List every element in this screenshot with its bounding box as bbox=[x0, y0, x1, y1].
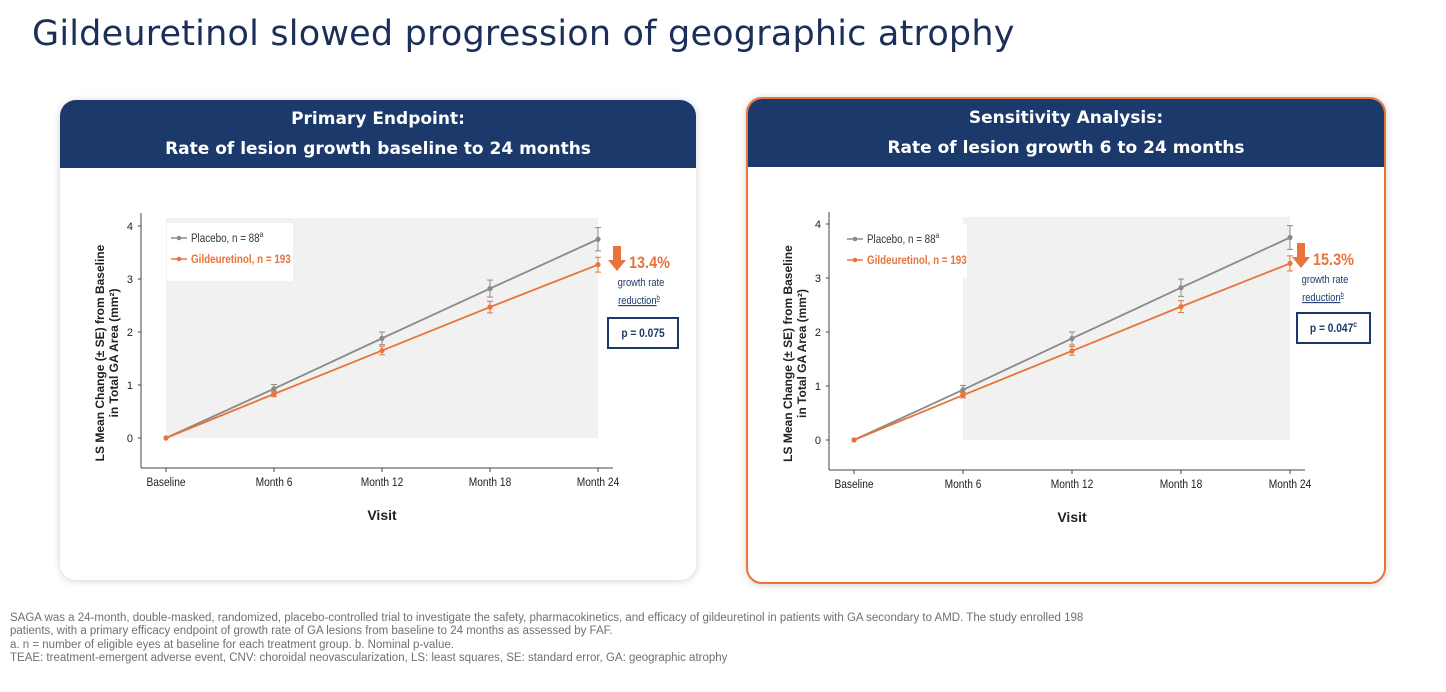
primary-endpoint-panel: Primary Endpoint: Rate of lesion growth … bbox=[60, 100, 696, 580]
data-point bbox=[851, 437, 857, 443]
data-point bbox=[487, 285, 493, 292]
panel-header: Primary Endpoint: Rate of lesion growth … bbox=[60, 100, 696, 168]
data-point bbox=[163, 435, 169, 441]
down-arrow-icon bbox=[1292, 243, 1310, 268]
p-value-text: p = 0.047c bbox=[1310, 319, 1357, 335]
x-tick-label: Month 24 bbox=[577, 476, 619, 489]
data-point bbox=[1178, 285, 1184, 291]
footnote-line: SAGA was a 24-month, double-masked, rand… bbox=[10, 612, 1084, 624]
y-tick-label: 2 bbox=[127, 327, 133, 339]
data-point bbox=[595, 262, 601, 268]
data-point bbox=[1069, 348, 1075, 354]
legend-box bbox=[167, 223, 293, 281]
footnotes: SAGA was a 24-month, double-masked, rand… bbox=[10, 612, 1390, 665]
sensitivity-analysis-chart: 0 1 2 3 4 Baseline Month 6 Month 12 Month 18 Mont… bbox=[781, 212, 1371, 525]
x-tick-label: Month 24 bbox=[1269, 478, 1311, 491]
x-tick-label: Month 12 bbox=[361, 476, 403, 489]
x-tick-label: Month 12 bbox=[1051, 478, 1093, 491]
panel-header: Sensitivity Analysis: Rate of lesion gro… bbox=[748, 99, 1384, 167]
legend-label: Gildeuretinol, n = 193 bbox=[867, 254, 967, 267]
reduction-value: 13.4% bbox=[629, 254, 670, 272]
legend-label: Gildeuretinol, n = 193 bbox=[191, 253, 291, 266]
reduction-value: 15.3% bbox=[1313, 251, 1354, 269]
panel-header-line1: Primary Endpoint: bbox=[291, 109, 465, 129]
slide-title: Gildeuretinol slowed progression of geog… bbox=[32, 14, 1015, 54]
data-point bbox=[271, 386, 277, 392]
y-axis-title: LS Mean Change (± SE) from Baselinein To… bbox=[781, 245, 809, 462]
legend-box bbox=[843, 224, 967, 278]
x-tick-label: Baseline bbox=[834, 478, 873, 491]
data-point bbox=[379, 335, 385, 341]
reduction-label: growth rate bbox=[618, 277, 665, 289]
legend-swatch-dot bbox=[852, 236, 858, 242]
y-tick-label: 1 bbox=[127, 380, 133, 392]
legend-label: Placebo, n = 88a bbox=[191, 229, 264, 245]
data-point bbox=[1287, 260, 1293, 267]
footnote-line: TEAE: treatment-emergent adverse event, … bbox=[10, 651, 728, 664]
footnote-line: a. n = number of eligible eyes at baseli… bbox=[10, 638, 454, 651]
x-tick-label: Month 6 bbox=[945, 478, 982, 491]
y-tick-label: 4 bbox=[127, 221, 133, 233]
y-axis-title: LS Mean Change (± SE) from Baselinein To… bbox=[93, 244, 121, 461]
data-point bbox=[1287, 234, 1293, 241]
x-tick-label: Month 18 bbox=[469, 476, 511, 489]
x-axis-title: Visit bbox=[1057, 509, 1087, 525]
sensitivity-analysis-panel: Sensitivity Analysis: Rate of lesion gro… bbox=[746, 97, 1386, 584]
data-point bbox=[379, 347, 385, 354]
legend-swatch-dot bbox=[852, 257, 858, 263]
p-value-text: p = 0.075 bbox=[621, 327, 664, 340]
legend-label: Placebo, n = 88a bbox=[867, 230, 940, 246]
y-tick-label: 3 bbox=[815, 273, 821, 285]
data-point bbox=[960, 387, 966, 393]
reduction-label: growth rate bbox=[1302, 274, 1349, 286]
x-tick-label: Baseline bbox=[146, 476, 185, 489]
panel-header-line1: Sensitivity Analysis: bbox=[968, 108, 1164, 128]
y-tick-label: 2 bbox=[815, 327, 821, 339]
data-point bbox=[1069, 335, 1075, 342]
panel-header-line2: Rate of lesion growth 6 to 24 months bbox=[887, 138, 1245, 158]
primary-endpoint-chart: 0 1 2 3 4 Baseline Month 6 Month 12 Month 18 Mont… bbox=[93, 213, 679, 523]
data-point bbox=[595, 236, 601, 242]
data-point bbox=[271, 391, 277, 397]
legend-swatch-dot bbox=[176, 256, 182, 262]
panel-header-line2: Rate of lesion growth baseline to 24 mon… bbox=[165, 139, 591, 159]
x-tick-label: Month 18 bbox=[1160, 478, 1202, 491]
data-point bbox=[1178, 304, 1184, 310]
y-tick-label: 0 bbox=[815, 435, 821, 447]
y-tick-label: 3 bbox=[127, 274, 133, 286]
legend-swatch-dot bbox=[176, 235, 182, 241]
x-tick-label: Month 6 bbox=[256, 476, 293, 489]
reduction-label: reductionb bbox=[618, 295, 660, 308]
x-axis-title: Visit bbox=[367, 507, 397, 523]
p-value-box bbox=[607, 317, 679, 349]
data-point bbox=[960, 392, 966, 398]
footnote-line: patients, with a primary efficacy endpoi… bbox=[10, 625, 613, 638]
y-tick-label: 0 bbox=[127, 433, 133, 445]
data-point bbox=[487, 304, 493, 310]
down-arrow-icon bbox=[608, 246, 626, 271]
reduction-label: reductionb bbox=[1302, 292, 1344, 305]
p-value-box bbox=[1296, 312, 1371, 344]
y-tick-label: 4 bbox=[815, 219, 821, 231]
y-tick-label: 1 bbox=[815, 381, 821, 393]
